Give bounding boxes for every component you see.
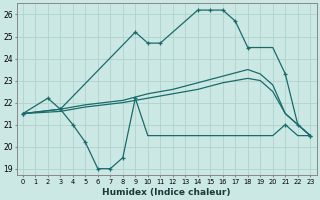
X-axis label: Humidex (Indice chaleur): Humidex (Indice chaleur) xyxy=(102,188,231,197)
